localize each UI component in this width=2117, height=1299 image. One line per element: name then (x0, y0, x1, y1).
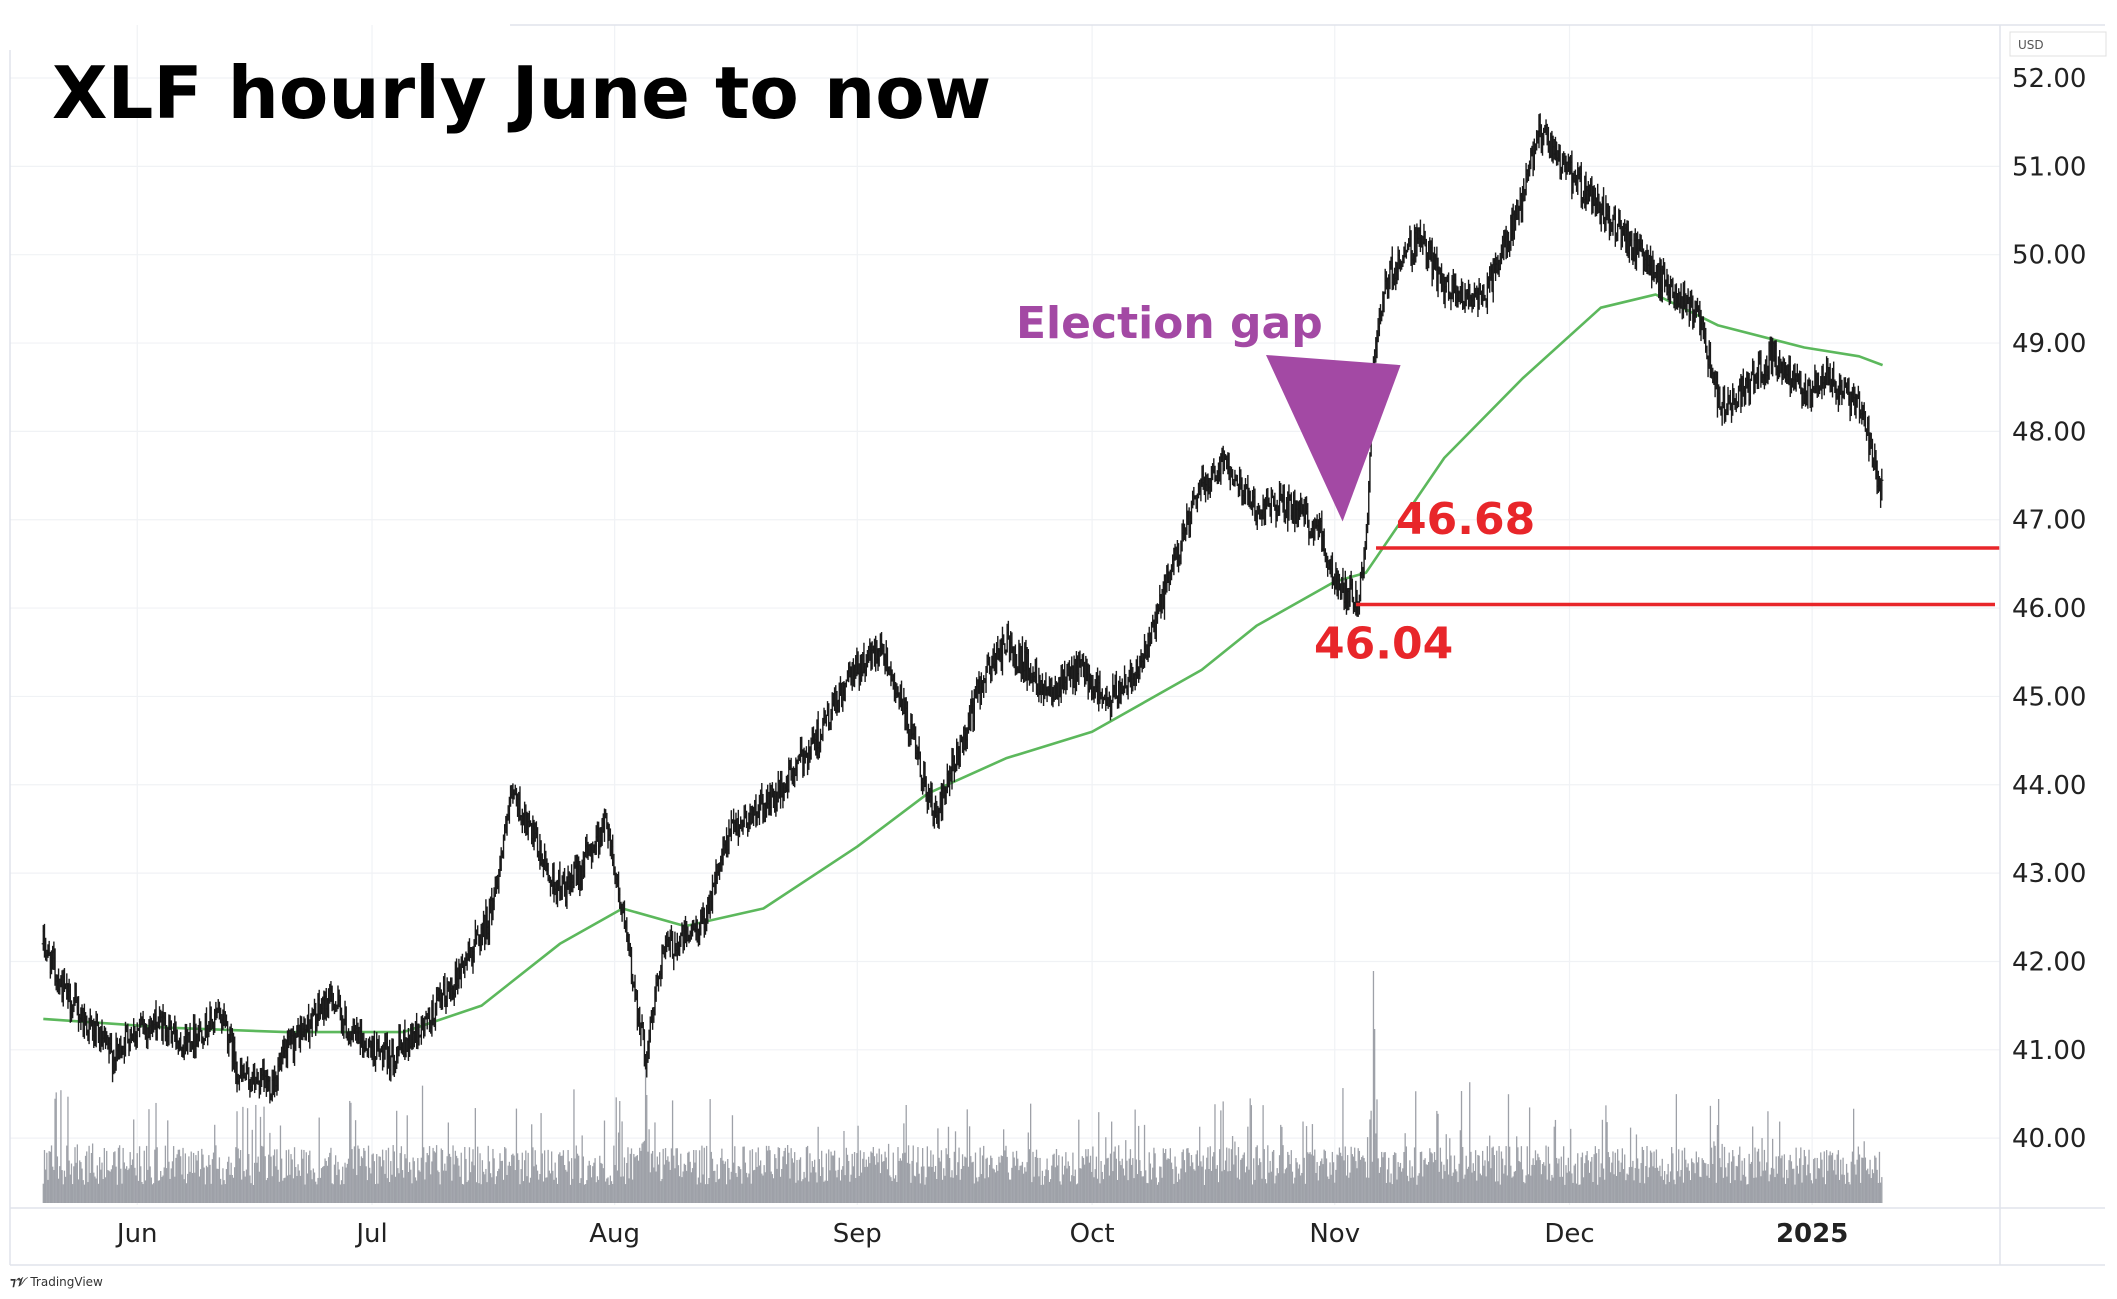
moving-average-layer (43, 293, 1884, 1034)
grid-lines (10, 25, 2000, 1205)
price-bars (41, 113, 1884, 1104)
moving-average-line (43, 293, 1884, 1034)
volume-bars (42, 971, 1883, 1203)
